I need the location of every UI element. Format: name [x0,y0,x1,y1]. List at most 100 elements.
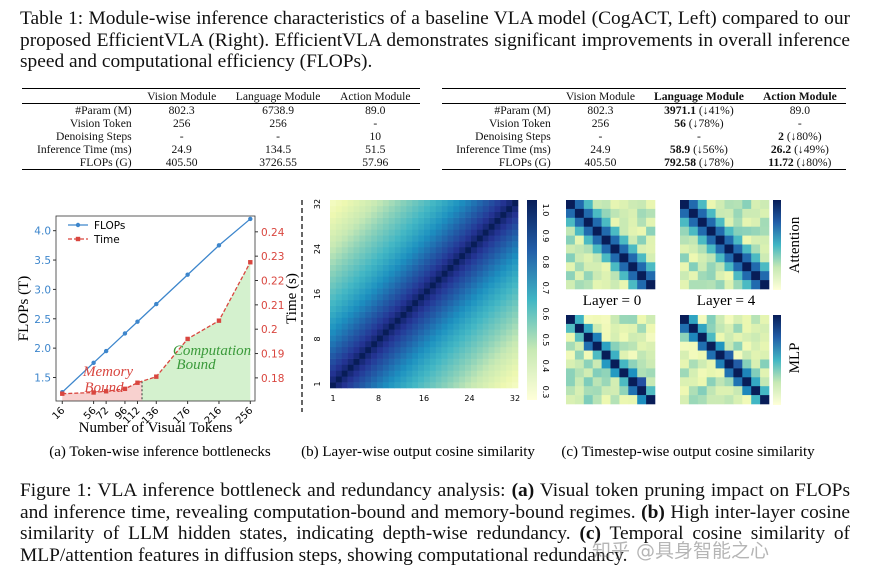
heatmap-cell [610,341,620,351]
heatmap-cell [435,229,442,236]
watermark: 知乎 @具身智能之心 [592,540,770,562]
heatmap-cell [424,270,431,277]
heatmap-cell [476,229,484,236]
heatmap-cell [512,358,519,365]
heatmap-cell [724,315,734,325]
heatmap-cell [628,200,638,210]
heatmap-cell [441,317,448,324]
heatmap-cell [619,332,629,342]
heatmap-cell [400,299,407,307]
heatmap-cell [733,323,743,334]
heatmap-cell [447,270,454,277]
heatmap-cell [592,386,602,396]
heatmap-cell [400,282,407,289]
heatmap-cell [365,305,372,312]
heatmap-cell [424,247,431,254]
computation-bound-region [142,262,251,401]
heatmap-cell [488,217,495,224]
heatmap-cell [435,376,442,383]
heatmap-cell [371,358,378,365]
heatmap-cell [574,271,585,281]
heatmap-cell [353,294,360,301]
heatmap-cell [680,235,690,245]
heatmap-cell [512,370,519,377]
cell-value: 2 [778,130,784,143]
heatmap-cell [583,200,593,210]
heatmap-cell [365,376,372,383]
heatmap-cell [471,223,478,230]
heatmap-cell [471,241,478,248]
heatmap-cell [388,282,395,289]
table-row: #Param (M) 802.3 6738.9 89.0 [22,104,420,118]
heatmap-cell [697,341,707,351]
heatmap-cell [335,217,343,224]
heatmap-cell [476,311,484,318]
heatmap-cell [566,262,576,272]
heatmap-cell [365,247,372,254]
heatmap-cell [382,346,390,354]
heatmap-cell [441,299,448,307]
heatmap-cell [371,205,378,213]
heatmap-cell [628,395,638,405]
heatmap-cell [697,315,707,325]
heatmap-cell [347,205,354,213]
heatmap-cell [441,252,448,260]
table-cell: 51.5 [365,143,386,156]
heatmap-cell [371,305,378,312]
heatmap-cell [371,329,378,336]
heatmap-cell [435,341,442,348]
heatmap-cell [335,288,343,295]
heatmap-cell [353,200,360,207]
heatmap-cell [476,223,484,230]
heatmap-cell [760,377,770,387]
heatmap-cell [471,346,478,354]
heatmap-cell [447,211,454,218]
heatmap-cell [400,217,407,224]
heatmap-cell [388,205,395,213]
y-tick-label: 2.0 [34,343,51,355]
heatmap-cell [441,346,448,354]
heatmap-cell [394,252,401,260]
heatmap-cell [512,335,519,342]
heatmap-cell [400,376,407,383]
cell-note: (↓56%) [693,143,728,156]
heatmap-cell [506,258,513,265]
heatmap-cell [646,386,656,396]
heatmap-cell [601,359,611,369]
heatmap-cell [441,217,448,224]
heatmap-cell [406,358,413,365]
heatmap-cell [476,352,484,359]
heatmap-cell [494,252,501,260]
heatmap-cell [680,262,690,272]
heatmap-cell [742,323,752,334]
heatmap-cell [341,335,348,342]
heatmap-cell [465,382,472,389]
heatmap-cell [619,368,629,378]
heatmap-cell [574,332,585,342]
heatmap-cell [506,341,513,348]
heatmap-cell [365,370,372,377]
heatmap-cell [465,364,472,371]
heatmap-cell [335,341,343,348]
heatmap-cell [453,370,460,377]
heatmap-cell [330,294,337,301]
heatmap-cell [424,264,431,271]
heatmap-cell [412,329,419,336]
y2-tick-label: 0.18 [261,373,284,385]
heatmap-cell [488,358,495,365]
heatmap-cell [441,247,448,254]
heatmap-cell [353,288,360,295]
colorbar-tick-label: 0.4 [541,360,550,373]
heatmap-cell [447,288,454,295]
heatmap-cell [583,208,593,219]
heatmap-cell [494,341,501,348]
heatmap-cell [512,258,519,265]
heatmap-cell [418,205,425,213]
heatmap-cell [394,235,401,242]
heatmap-cell [471,205,478,213]
heatmap-cell [512,311,519,318]
heatmap-cell [459,229,466,236]
heatmap-cell [619,341,629,351]
heatmap-cell [359,217,366,224]
heatmap-cell [388,305,395,312]
